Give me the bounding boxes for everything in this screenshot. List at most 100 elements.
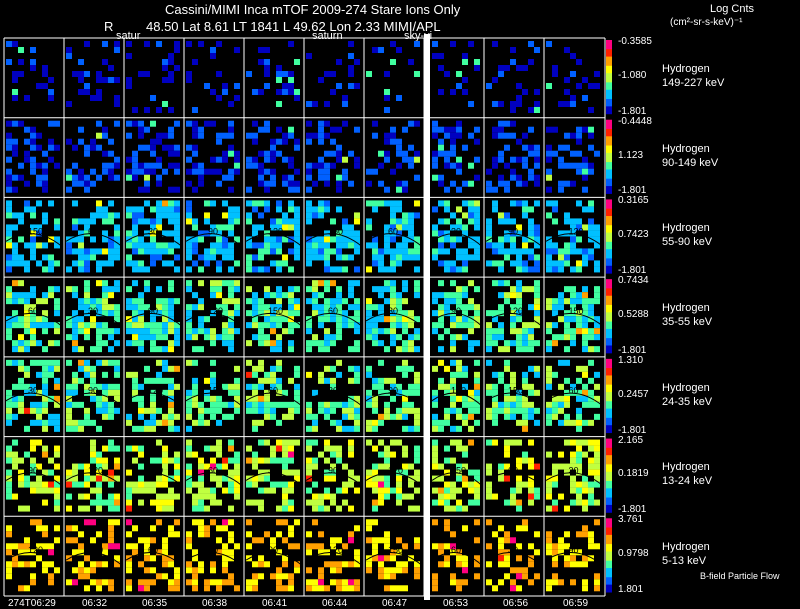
- heatmap-cell: [228, 101, 234, 107]
- contour-label: 150: [268, 306, 283, 316]
- heatmap-cell: [138, 499, 144, 506]
- heatmap-cell: [594, 230, 600, 237]
- colorbar-segment: [606, 175, 612, 178]
- heatmap-cell: [186, 77, 192, 83]
- heatmap-cell: [192, 292, 198, 299]
- heatmap-cell: [30, 573, 36, 580]
- heatmap-cell: [252, 230, 258, 237]
- colorbar-segment: [606, 531, 612, 534]
- heatmap-cell: [30, 212, 36, 219]
- colorbar-segment: [606, 171, 612, 174]
- heatmap-cell: [342, 174, 348, 181]
- heatmap-cell: [210, 254, 216, 261]
- heatmap-cell: [156, 549, 162, 556]
- heatmap-cell: [402, 328, 408, 335]
- heatmap-cell: [576, 493, 582, 500]
- colorbar-segment: [606, 471, 612, 475]
- heatmap-cell: [12, 413, 18, 420]
- heatmap-cell: [42, 310, 48, 317]
- heatmap-cell: [66, 168, 72, 175]
- heatmap-cell: [198, 487, 204, 494]
- heatmap-cell: [198, 126, 204, 133]
- colorbar-segment: [606, 577, 612, 580]
- heatmap-cell: [558, 395, 564, 402]
- heatmap-cell: [138, 260, 144, 267]
- heatmap-cell: [522, 236, 528, 243]
- heatmap-cell: [504, 120, 510, 127]
- heatmap-cell: [192, 493, 198, 500]
- heatmap-cell: [276, 457, 282, 464]
- heatmap-cell: [468, 162, 474, 169]
- heatmap-cell: [366, 322, 372, 329]
- heatmap-cell: [348, 83, 354, 89]
- colorbar-segment: [606, 184, 612, 187]
- heatmap-cell: [144, 248, 150, 255]
- heatmap-cell: [156, 407, 162, 414]
- heatmap-cell: [330, 334, 336, 341]
- heatmap-cell: [54, 377, 60, 384]
- heatmap-cell: [312, 543, 318, 550]
- time-tick-label: 06:35: [142, 598, 168, 609]
- colorbar-segment: [606, 336, 612, 339]
- heatmap-cell: [402, 224, 408, 231]
- heatmap-cell: [528, 383, 534, 390]
- heatmap-cell: [288, 186, 294, 193]
- heatmap-cell: [552, 206, 558, 213]
- heatmap-cell: [174, 65, 180, 71]
- heatmap-cell: [534, 487, 540, 494]
- heatmap-cell: [414, 212, 420, 219]
- heatmap-cell: [210, 383, 216, 390]
- heatmap-cell: [228, 383, 234, 390]
- heatmap-cell: [30, 236, 36, 243]
- heatmap-cell: [354, 585, 360, 592]
- heatmap-cell: [264, 395, 270, 402]
- heatmap-cell: [126, 156, 132, 163]
- contour-label: 30: [569, 465, 579, 475]
- heatmap-cell: [306, 425, 312, 432]
- colorbar-segment: [606, 236, 612, 239]
- heatmap-cell: [582, 451, 588, 458]
- heatmap-cell: [558, 248, 564, 255]
- heatmap-cell: [582, 481, 588, 488]
- heatmap-cell: [24, 322, 30, 329]
- heatmap-cell: [144, 328, 150, 335]
- heatmap-cell: [552, 200, 558, 207]
- heatmap-cell: [582, 248, 588, 255]
- heatmap-cell: [516, 585, 522, 592]
- heatmap-cell: [570, 316, 576, 323]
- colorbar-segment: [606, 321, 612, 324]
- heatmap-cell: [414, 389, 420, 396]
- heatmap-cell: [522, 519, 528, 526]
- heatmap-cell: [450, 41, 456, 47]
- heatmap-cell: [318, 549, 324, 556]
- heatmap-cell: [18, 218, 24, 225]
- heatmap-cell: [138, 144, 144, 151]
- contour-label: 90: [88, 386, 98, 396]
- heatmap-cell: [438, 230, 444, 237]
- heatmap-cell: [192, 218, 198, 225]
- heatmap-cell: [534, 224, 540, 231]
- heatmap-cell: [570, 451, 576, 458]
- heatmap-cell: [312, 457, 318, 464]
- heatmap-cell: [318, 493, 324, 500]
- heatmap-cell: [198, 475, 204, 482]
- colorbar-segment: [606, 486, 612, 489]
- heatmap-cell: [486, 439, 492, 446]
- heatmap-cell: [336, 451, 342, 458]
- heatmap-cell: [138, 401, 144, 408]
- heatmap-cell: [54, 144, 60, 151]
- heatmap-cell: [156, 328, 162, 335]
- heatmap-cell: [90, 419, 96, 426]
- heatmap-cell: [108, 334, 114, 341]
- colorbar-segment: [606, 127, 612, 130]
- heatmap-cell: [132, 206, 138, 213]
- panel-species: Hydrogen: [662, 142, 710, 155]
- heatmap-cell: [384, 407, 390, 414]
- heatmap-cell: [588, 328, 594, 335]
- heatmap-cell: [150, 401, 156, 408]
- heatmap-cell: [432, 254, 438, 261]
- heatmap-cell: [204, 419, 210, 426]
- heatmap-cell: [312, 334, 318, 341]
- heatmap-cell: [564, 77, 570, 83]
- heatmap-cell: [30, 401, 36, 408]
